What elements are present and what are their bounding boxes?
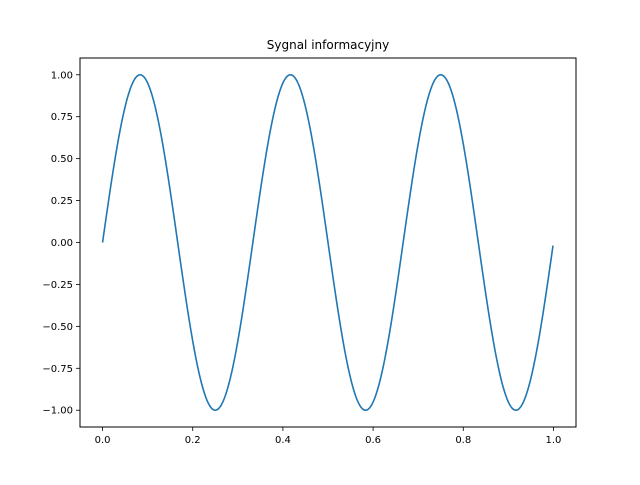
y-tick-label: 0.00	[51, 238, 73, 249]
x-tick-label: 1.0	[546, 435, 562, 446]
y-tick-label: 0.75	[51, 112, 73, 123]
plot-area-frame	[79, 57, 577, 428]
x-tick-label: 0.0	[95, 435, 111, 446]
y-tick-label: −0.50	[42, 322, 73, 333]
y-tick-label: −1.00	[42, 406, 73, 417]
x-tick-label: 0.2	[185, 435, 201, 446]
y-tick-label: −0.75	[42, 364, 73, 375]
x-tick-label: 0.4	[275, 435, 291, 446]
x-tick-label: 0.8	[455, 435, 471, 446]
y-tick-label: 1.00	[51, 70, 73, 81]
chart-title: Sygnal informacyjny	[267, 38, 389, 52]
y-tick-label: 0.25	[51, 196, 73, 207]
y-tick-label: −0.25	[42, 280, 73, 291]
x-axis-ticks: 0.0 0.2 0.4 0.6 0.8 1.0	[95, 427, 562, 446]
y-tick-label: 0.50	[51, 154, 73, 165]
x-tick-label: 0.6	[365, 435, 381, 446]
series-line	[101, 73, 554, 412]
y-axis-ticks: 1.00 0.75 0.50 0.25 0.00 −0.25 −0.50 −0.75 −1.00	[42, 70, 80, 417]
